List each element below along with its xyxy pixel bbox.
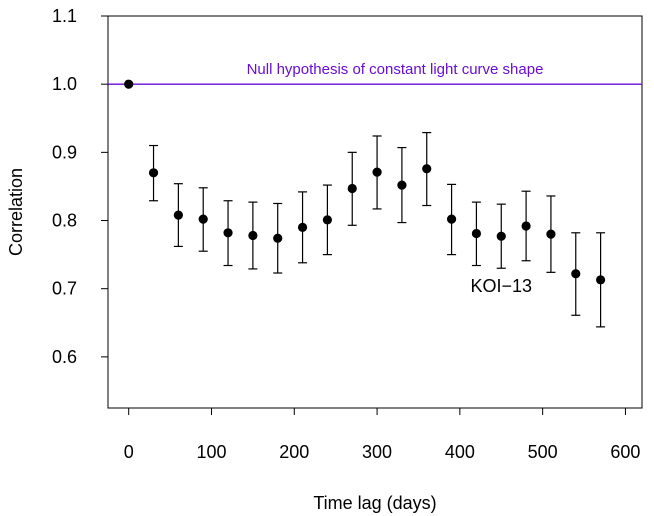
data-point	[347, 183, 357, 194]
data-point	[372, 167, 382, 177]
x-tick-label: 100	[196, 442, 226, 462]
x-axis-label: Time lag (days)	[313, 493, 436, 513]
data-point	[273, 233, 283, 243]
data-point	[198, 214, 208, 224]
data-point	[297, 222, 308, 232]
null-hypothesis-label: Null hypothesis of constant light curve …	[247, 61, 544, 78]
data-point	[248, 230, 258, 241]
x-tick-label: 0	[124, 442, 134, 462]
plot-frame	[107, 15, 643, 409]
y-tick-label: 0.7	[52, 279, 77, 299]
y-tick-label: 1.0	[52, 74, 77, 94]
annotation-label: KOI−13	[470, 276, 532, 296]
x-tick-label: 300	[362, 442, 392, 462]
data-point	[496, 231, 506, 241]
x-tick-label: 500	[528, 442, 558, 462]
y-tick-label: 0.8	[52, 211, 77, 231]
x-tick-label: 600	[610, 442, 640, 462]
data-point	[596, 275, 606, 285]
data-point	[422, 164, 432, 174]
data-point	[471, 228, 482, 239]
data-point	[223, 228, 233, 238]
y-axis-label: Correlation	[6, 168, 26, 256]
x-tick-label: 400	[445, 442, 475, 462]
data-point	[173, 210, 183, 220]
y-tick-label: 0.9	[52, 142, 77, 162]
data-point	[546, 229, 556, 239]
data-point	[521, 221, 531, 231]
y-tick-label: 1.1	[52, 6, 77, 26]
data-point	[322, 215, 332, 225]
y-tick-label: 0.6	[52, 347, 77, 367]
data-point	[124, 79, 134, 89]
data-point	[571, 269, 581, 279]
x-tick-label: 200	[279, 442, 309, 462]
data-point	[446, 214, 457, 224]
data-point	[397, 180, 407, 190]
data-point	[148, 168, 159, 178]
